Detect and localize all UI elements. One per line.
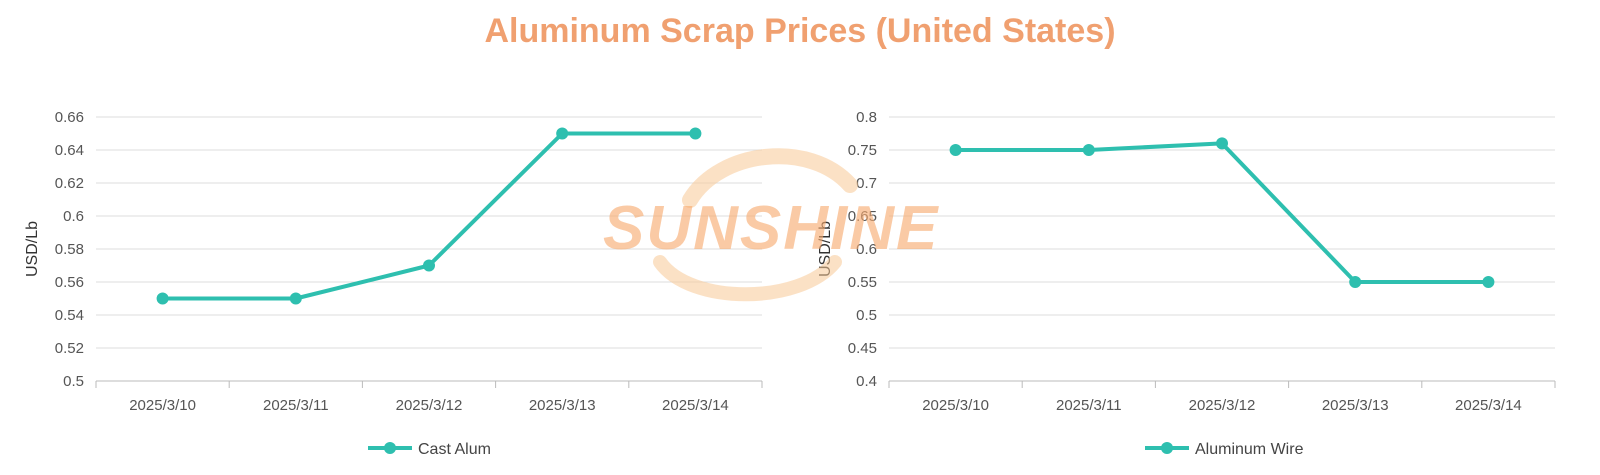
y-axis-label: USD/Lb	[24, 221, 41, 277]
legend-swatch-marker	[1161, 442, 1173, 454]
data-point	[1082, 144, 1095, 156]
data-point	[556, 127, 569, 140]
y-tick-label: 0.6	[63, 208, 84, 225]
y-tick-label: 0.62	[55, 175, 84, 192]
y-tick-label: 0.56	[55, 274, 84, 291]
y-tick-label: 0.8	[856, 109, 877, 126]
data-point	[289, 292, 302, 305]
data-point	[689, 127, 702, 140]
series-line	[955, 141, 1489, 284]
data-point	[156, 292, 169, 305]
x-tick-label: 2025/3/11	[1056, 397, 1122, 414]
x-tick-label: 2025/3/10	[922, 397, 989, 414]
y-tick-label: 0.65	[848, 208, 877, 225]
legend-swatch-marker	[384, 442, 396, 454]
legend-label: Aluminum Wire	[1195, 441, 1304, 458]
data-point	[949, 144, 962, 156]
y-tick-label: 0.4	[856, 373, 877, 390]
chart-aluminum-wire: 0.4 0.45 0.5 0.55 0.6 0.65 0.7 0.75 0.8 2025/3/10…	[817, 109, 1556, 458]
y-tick-label: 0.58	[55, 241, 84, 258]
x-tick-label: 2025/3/11	[263, 397, 329, 414]
data-point	[1482, 276, 1495, 288]
x-tick-label: 2025/3/12	[1189, 397, 1256, 414]
y-tick-label: 0.7	[856, 175, 877, 192]
chart-cast-alum: 0.5 0.52 0.54 0.56 0.58 0.6 0.62 0.64 0.66 2025/3…	[24, 109, 763, 458]
data-point	[423, 259, 435, 272]
x-tick-label: 2025/3/13	[529, 397, 596, 414]
x-tick-label: 2025/3/10	[129, 397, 196, 414]
y-tick-label: 0.45	[848, 340, 877, 357]
chart-title: Aluminum Scrap Prices (United States)	[484, 12, 1116, 50]
y-tick-label: 0.52	[55, 340, 84, 357]
y-tick-label: 0.64	[55, 142, 84, 159]
y-tick-label: 0.66	[55, 109, 84, 126]
y-tick-label: 0.6	[856, 241, 877, 258]
y-tick-label: 0.54	[55, 307, 84, 324]
y-tick-label: 0.5	[856, 307, 877, 324]
x-tick-label: 2025/3/14	[1455, 397, 1522, 414]
data-point	[1349, 276, 1362, 288]
legend-label: Cast Alum	[418, 441, 491, 458]
x-tick-label: 2025/3/14	[662, 397, 729, 414]
x-tick-label: 2025/3/13	[1322, 397, 1389, 414]
y-axis-label: USD/Lb	[817, 221, 834, 277]
y-tick-label: 0.75	[848, 142, 877, 159]
y-tick-label: 0.5	[63, 373, 84, 390]
data-point	[1216, 137, 1228, 150]
y-tick-label: 0.55	[848, 274, 877, 291]
x-tick-label: 2025/3/12	[396, 397, 463, 414]
